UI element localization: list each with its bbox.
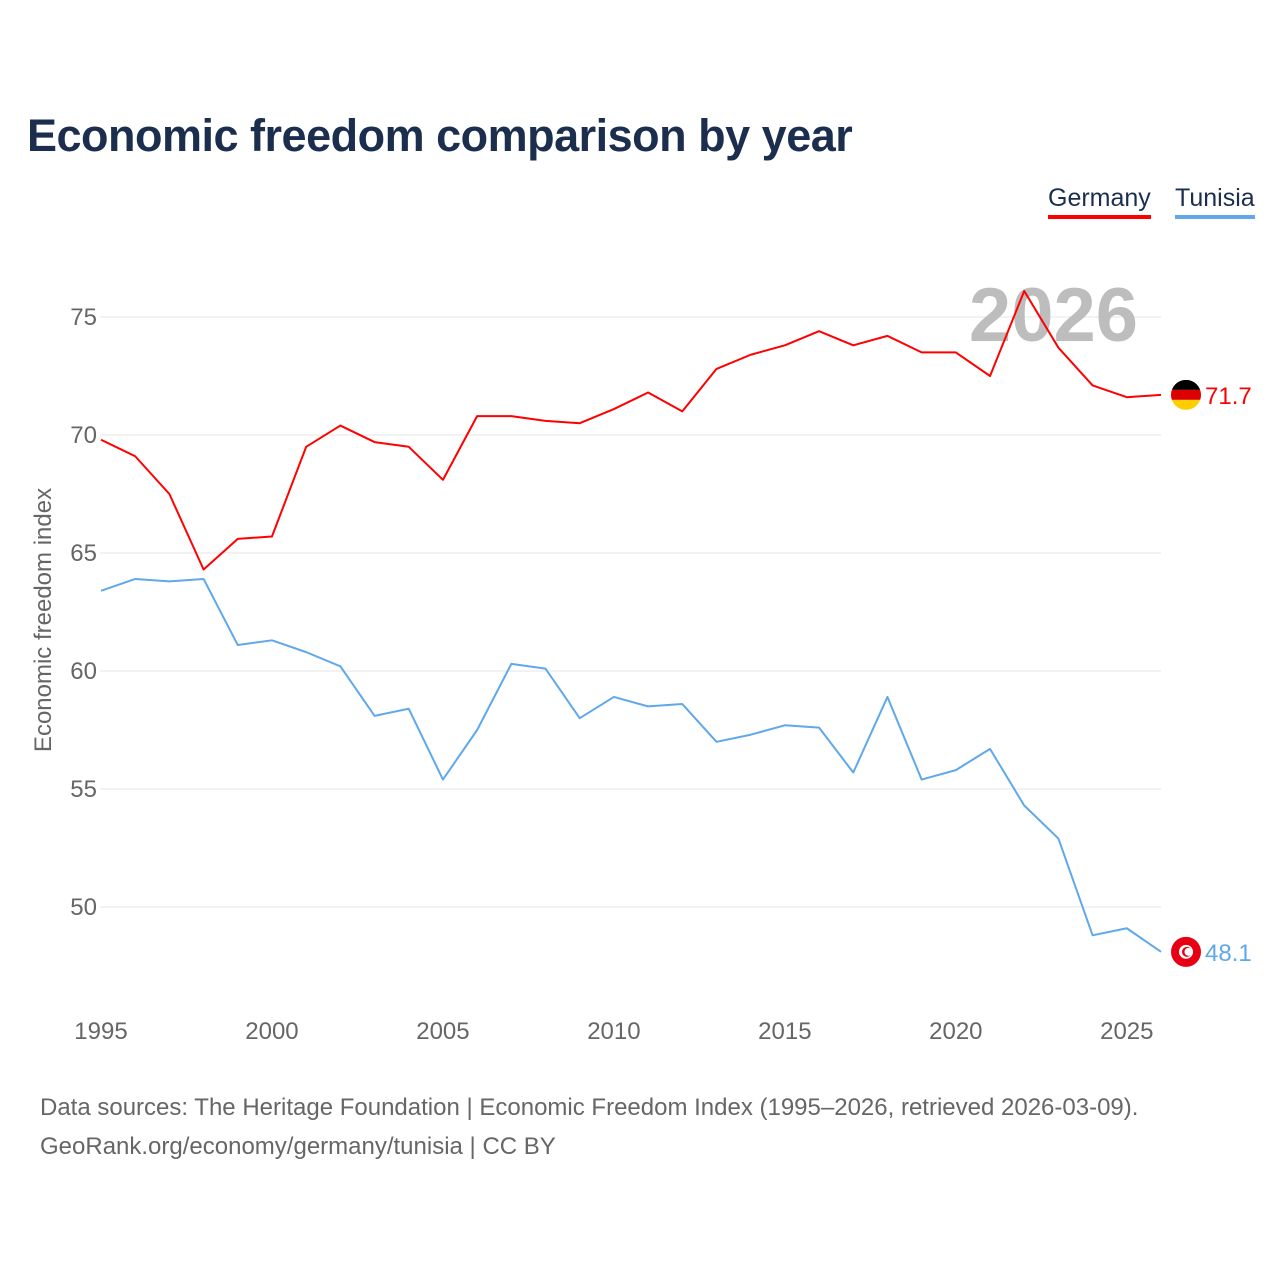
x-tick-label: 2005: [416, 1018, 469, 1045]
source-link[interactable]: GeoRank.org/economy/germany/tunisia | CC…: [40, 1133, 556, 1160]
chart-title: Economic freedom comparison by year: [27, 110, 853, 161]
footer: Data sources: The Heritage Foundation | …: [40, 1088, 1138, 1166]
flag-tunisia-icon: [1171, 936, 1201, 967]
source-note: Data sources: The Heritage Foundation | …: [40, 1094, 1139, 1121]
y-tick-label: 65: [70, 540, 97, 567]
x-tick-label: 2025: [1100, 1018, 1153, 1045]
end-value-label: 48.1: [1205, 940, 1252, 967]
legend-germany[interactable]: Germany: [1048, 184, 1151, 219]
x-tick-label: 2020: [929, 1018, 982, 1045]
end-value-label: 71.7: [1205, 383, 1252, 410]
x-tick-label: 2010: [587, 1018, 640, 1045]
x-tick-label: 2000: [245, 1018, 298, 1045]
series-line-germany: [100, 290, 1162, 571]
x-tick-label: 1995: [74, 1018, 127, 1045]
y-tick-label: 75: [70, 304, 97, 331]
y-tick-label: 70: [70, 422, 97, 449]
year-watermark: 2026: [969, 273, 1138, 358]
x-tick-label: 2015: [758, 1018, 811, 1045]
y-axis-label: Economic freedom index: [30, 488, 57, 752]
series-line-tunisia: [100, 577, 1162, 953]
flag-germany-icon: [1171, 379, 1201, 410]
legend-tunisia[interactable]: Tunisia: [1175, 184, 1255, 219]
y-tick-label: 55: [70, 776, 97, 803]
y-tick-label: 50: [70, 894, 97, 921]
y-tick-label: 60: [70, 658, 97, 685]
